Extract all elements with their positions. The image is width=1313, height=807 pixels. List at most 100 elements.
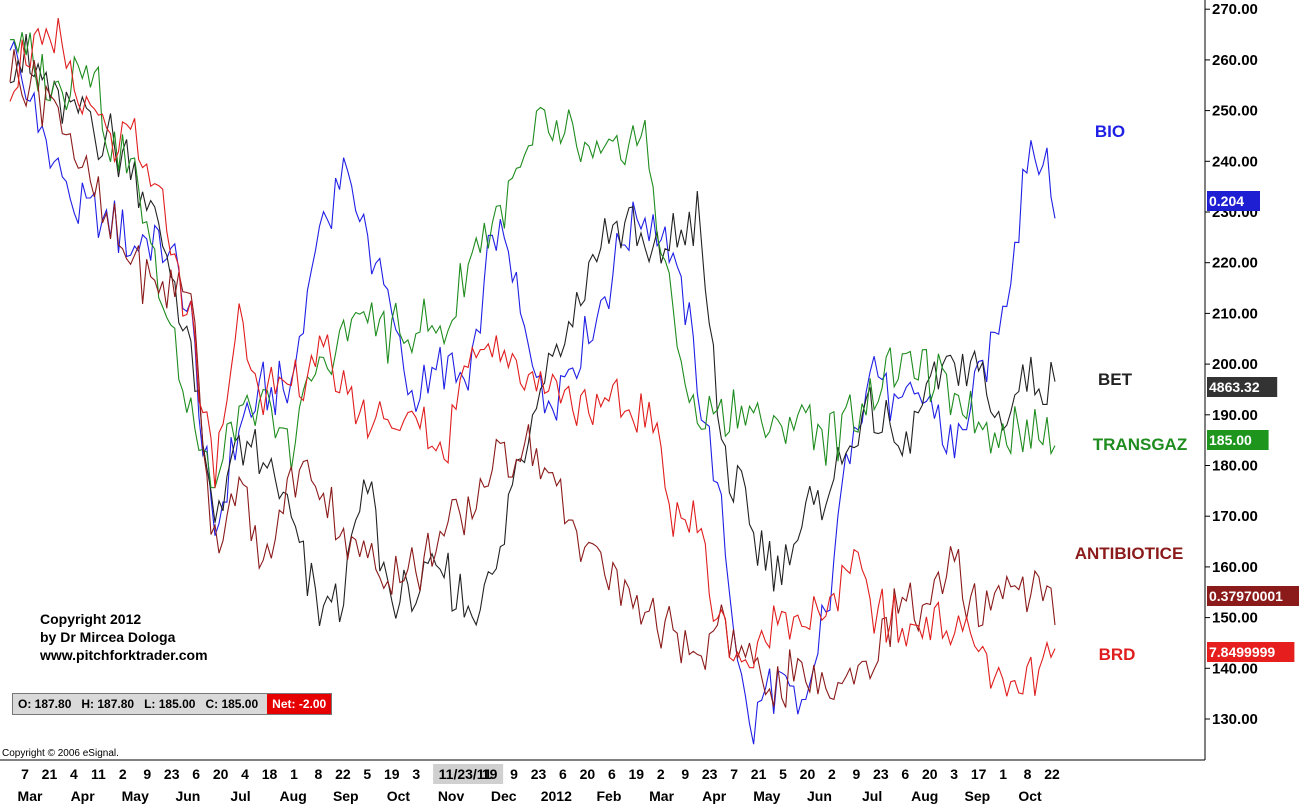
date-tick-label: 20	[800, 766, 816, 782]
value-tag-text-bio: 0.204	[1209, 193, 1244, 209]
value-tag-text-antibiotice: 0.37970001	[1209, 588, 1283, 604]
month-label: Oct	[387, 788, 411, 804]
date-tick-label: 19	[482, 766, 498, 782]
value-tag-text-brd: 7.8499999	[1209, 644, 1275, 660]
date-tick-label: 11	[91, 766, 106, 782]
date-tick-label: 20	[922, 766, 938, 782]
month-label: Jul	[230, 788, 250, 804]
date-tick-label: 7	[730, 766, 738, 782]
value-tag-text-transgaz: 185.00	[1209, 432, 1252, 448]
website-line: www.pitchforktrader.com	[40, 647, 208, 663]
date-tick-label: 18	[262, 766, 278, 782]
date-axis: 7214112923620418182251931711/23/11199236…	[18, 764, 1060, 804]
date-tick-label: 5	[363, 766, 371, 782]
price-tick-label: 270.00	[1212, 1, 1258, 18]
price-axis: 270.00260.00250.00240.00230.00220.00210.…	[1205, 1, 1258, 728]
date-tick-label: 3	[412, 766, 420, 782]
cursor-date-highlight	[433, 764, 504, 784]
month-label: Mar	[649, 788, 674, 804]
date-tick-label: 9	[143, 766, 151, 782]
date-tick-label: 21	[751, 766, 767, 782]
date-tick-label: 21	[42, 766, 58, 782]
date-tick-label: 20	[213, 766, 229, 782]
month-label: Apr	[71, 788, 96, 804]
date-tick-label: 22	[1044, 766, 1060, 782]
month-label: Sep	[965, 788, 991, 804]
date-tick-label: 3	[950, 766, 958, 782]
close-value: C: 185.00	[205, 697, 259, 711]
date-tick-label: 6	[901, 766, 909, 782]
series-line-transgaz	[9, 32, 1056, 489]
month-label: Jul	[862, 788, 882, 804]
date-tick-label: 23	[531, 766, 547, 782]
date-tick-label: 6	[559, 766, 567, 782]
date-tick-label: 8	[315, 766, 323, 782]
date-tick-label: 23	[702, 766, 718, 782]
value-tag-bio	[1207, 191, 1260, 211]
date-tick-label: 22	[335, 766, 351, 782]
date-tick-label: 2	[828, 766, 836, 782]
date-tick-label: 9	[510, 766, 518, 782]
value-tag-text-bet: 4863.32	[1209, 379, 1260, 395]
date-tick-label: 23	[164, 766, 180, 782]
price-tick-label: 190.00	[1212, 407, 1258, 424]
month-label: Mar	[18, 788, 43, 804]
esignal-copyright: Copyright © 2006 eSignal.	[2, 748, 119, 759]
date-tick-label: 9	[852, 766, 860, 782]
series-label-transgaz: TRANSGAZ	[1093, 435, 1187, 454]
month-label: Nov	[438, 788, 465, 804]
price-tick-label: 250.00	[1212, 103, 1258, 120]
date-tick-label: 19	[629, 766, 645, 782]
date-tick-label: 4	[241, 766, 249, 782]
series-labels: BIO BET TRANSGAZ ANTIBIOTICE BRD	[1075, 122, 1188, 664]
price-tick-label: 150.00	[1212, 610, 1258, 627]
value-tag-brd	[1207, 642, 1295, 662]
month-label: Sep	[333, 788, 359, 804]
month-label: Jun	[807, 788, 832, 804]
month-label: Jun	[175, 788, 200, 804]
copyright-block: Copyright 2012 by Dr Mircea Dologa www.p…	[40, 610, 208, 664]
date-tick-label: 1	[999, 766, 1007, 782]
copyright-line: Copyright 2012	[40, 611, 142, 627]
month-label: Dec	[491, 788, 517, 804]
date-tick-label: 4	[70, 766, 78, 782]
series-line-bio	[9, 39, 1056, 745]
series-line-bet	[9, 33, 1056, 627]
date-tick-label: 8	[1024, 766, 1032, 782]
net-change-value: Net: -2.00	[267, 694, 332, 714]
series-label-brd: BRD	[1099, 645, 1136, 664]
value-tags: 0.204 4863.32 185.00 0.37970001 7.8499999	[1207, 191, 1299, 662]
date-tick-label: 6	[608, 766, 616, 782]
date-tick-label: 17	[971, 766, 987, 782]
price-tick-label: 180.00	[1212, 458, 1258, 475]
date-tick-label: 23	[873, 766, 889, 782]
price-tick-label: 160.00	[1212, 559, 1258, 576]
date-tick-label: 2	[657, 766, 665, 782]
date-tick-label: 11/23/11	[439, 766, 492, 782]
date-tick-label: 19	[384, 766, 400, 782]
price-tick-label: 130.00	[1212, 711, 1258, 728]
author-line: by Dr Mircea Dologa	[40, 629, 176, 645]
price-tick-label: 140.00	[1212, 660, 1258, 677]
value-tag-antibiotice	[1207, 586, 1299, 606]
date-tick-label: 5	[779, 766, 787, 782]
date-tick-label: 6	[192, 766, 200, 782]
series-line-antibiotice	[9, 49, 1056, 708]
month-label: Aug	[280, 788, 307, 804]
value-tag-transgaz	[1207, 430, 1269, 450]
date-tick-label: 1	[290, 766, 298, 782]
month-label: May	[753, 788, 780, 804]
price-tick-label: 200.00	[1212, 356, 1258, 373]
ohlc-readout: O: 187.80 H: 187.80 L: 185.00 C: 185.00 …	[12, 693, 333, 715]
month-label: Oct	[1018, 788, 1042, 804]
date-tick-label: 20	[580, 766, 596, 782]
low-value: L: 185.00	[144, 697, 196, 711]
price-tick-label: 170.00	[1212, 508, 1258, 525]
price-tick-label: 210.00	[1212, 305, 1258, 322]
series-label-bio: BIO	[1095, 122, 1125, 141]
date-tick-label: 2	[119, 766, 127, 782]
series-line-brd	[9, 18, 1056, 697]
price-tick-label: 260.00	[1212, 52, 1258, 69]
price-tick-label: 240.00	[1212, 153, 1258, 170]
